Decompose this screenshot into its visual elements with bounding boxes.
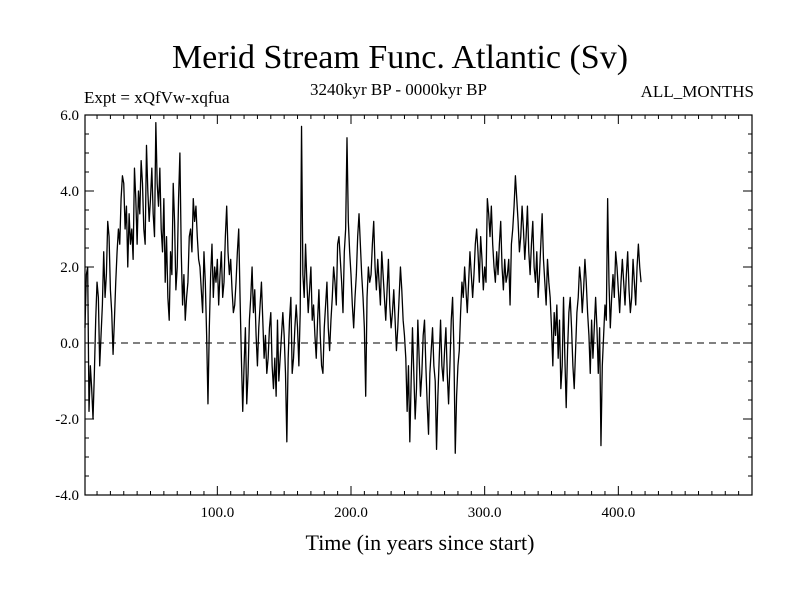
x-tick-label: 400.0: [601, 505, 635, 521]
x-axis-label: Time (in years since start): [306, 530, 535, 555]
x-tick-label: 100.0: [200, 505, 234, 521]
y-tick-label: -4.0: [55, 488, 79, 504]
x-tick-label: 300.0: [468, 505, 502, 521]
experiment-label: Expt = xQfVw-xqfua: [84, 88, 230, 107]
y-tick-label: 0.0: [60, 336, 79, 352]
months-label: ALL_MONTHS: [640, 82, 754, 101]
y-tick-label: -2.0: [55, 412, 79, 428]
y-tick-label: 4.0: [60, 184, 79, 200]
period-label: 3240kyr BP - 0000kyr BP: [310, 80, 487, 99]
x-tick-label: 200.0: [334, 505, 368, 521]
y-tick-label: 6.0: [60, 108, 79, 124]
chart-title: Merid Stream Func. Atlantic (Sv): [171, 39, 629, 76]
series-line: [84, 121, 642, 454]
y-tick-label: 2.0: [60, 260, 79, 276]
